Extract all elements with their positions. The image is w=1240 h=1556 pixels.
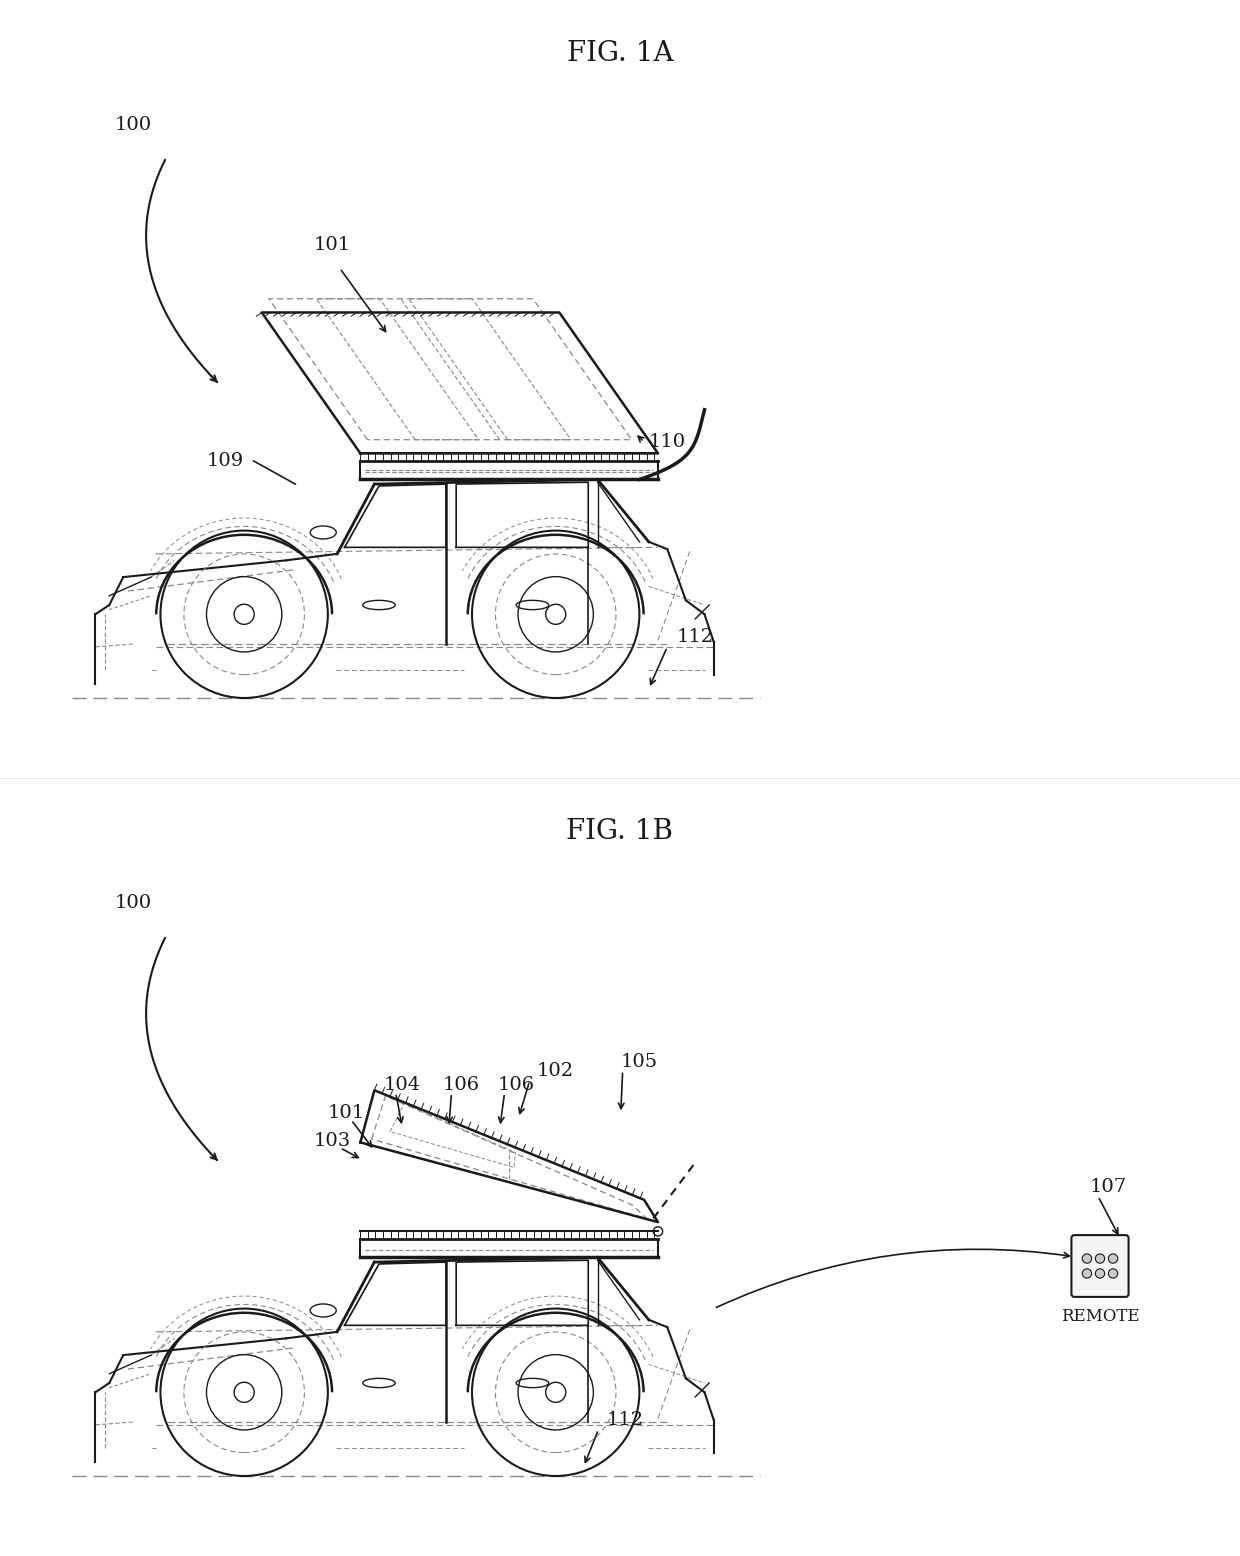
- Circle shape: [1109, 1268, 1117, 1277]
- Circle shape: [1109, 1254, 1117, 1263]
- Circle shape: [1083, 1268, 1091, 1277]
- Text: 103: 103: [314, 1131, 351, 1150]
- Text: 100: 100: [115, 895, 153, 912]
- Text: 102: 102: [537, 1063, 574, 1080]
- Text: 107: 107: [1090, 1178, 1127, 1195]
- Circle shape: [1083, 1254, 1091, 1263]
- Text: 101: 101: [314, 237, 351, 254]
- Text: 105: 105: [621, 1053, 658, 1071]
- Text: 106: 106: [443, 1077, 480, 1094]
- Text: 104: 104: [383, 1077, 420, 1094]
- Text: REMOTE: REMOTE: [1060, 1309, 1140, 1324]
- Circle shape: [1095, 1254, 1105, 1263]
- Circle shape: [1095, 1268, 1105, 1277]
- Text: 101: 101: [327, 1103, 365, 1122]
- Text: 112: 112: [677, 629, 714, 646]
- Text: FIG. 1A: FIG. 1A: [567, 40, 673, 67]
- Text: 110: 110: [649, 433, 686, 451]
- Text: 100: 100: [115, 117, 153, 134]
- Text: 112: 112: [606, 1411, 644, 1428]
- Text: 109: 109: [207, 451, 244, 470]
- FancyBboxPatch shape: [1071, 1235, 1128, 1296]
- Text: 106: 106: [498, 1077, 536, 1094]
- Text: FIG. 1B: FIG. 1B: [567, 818, 673, 845]
